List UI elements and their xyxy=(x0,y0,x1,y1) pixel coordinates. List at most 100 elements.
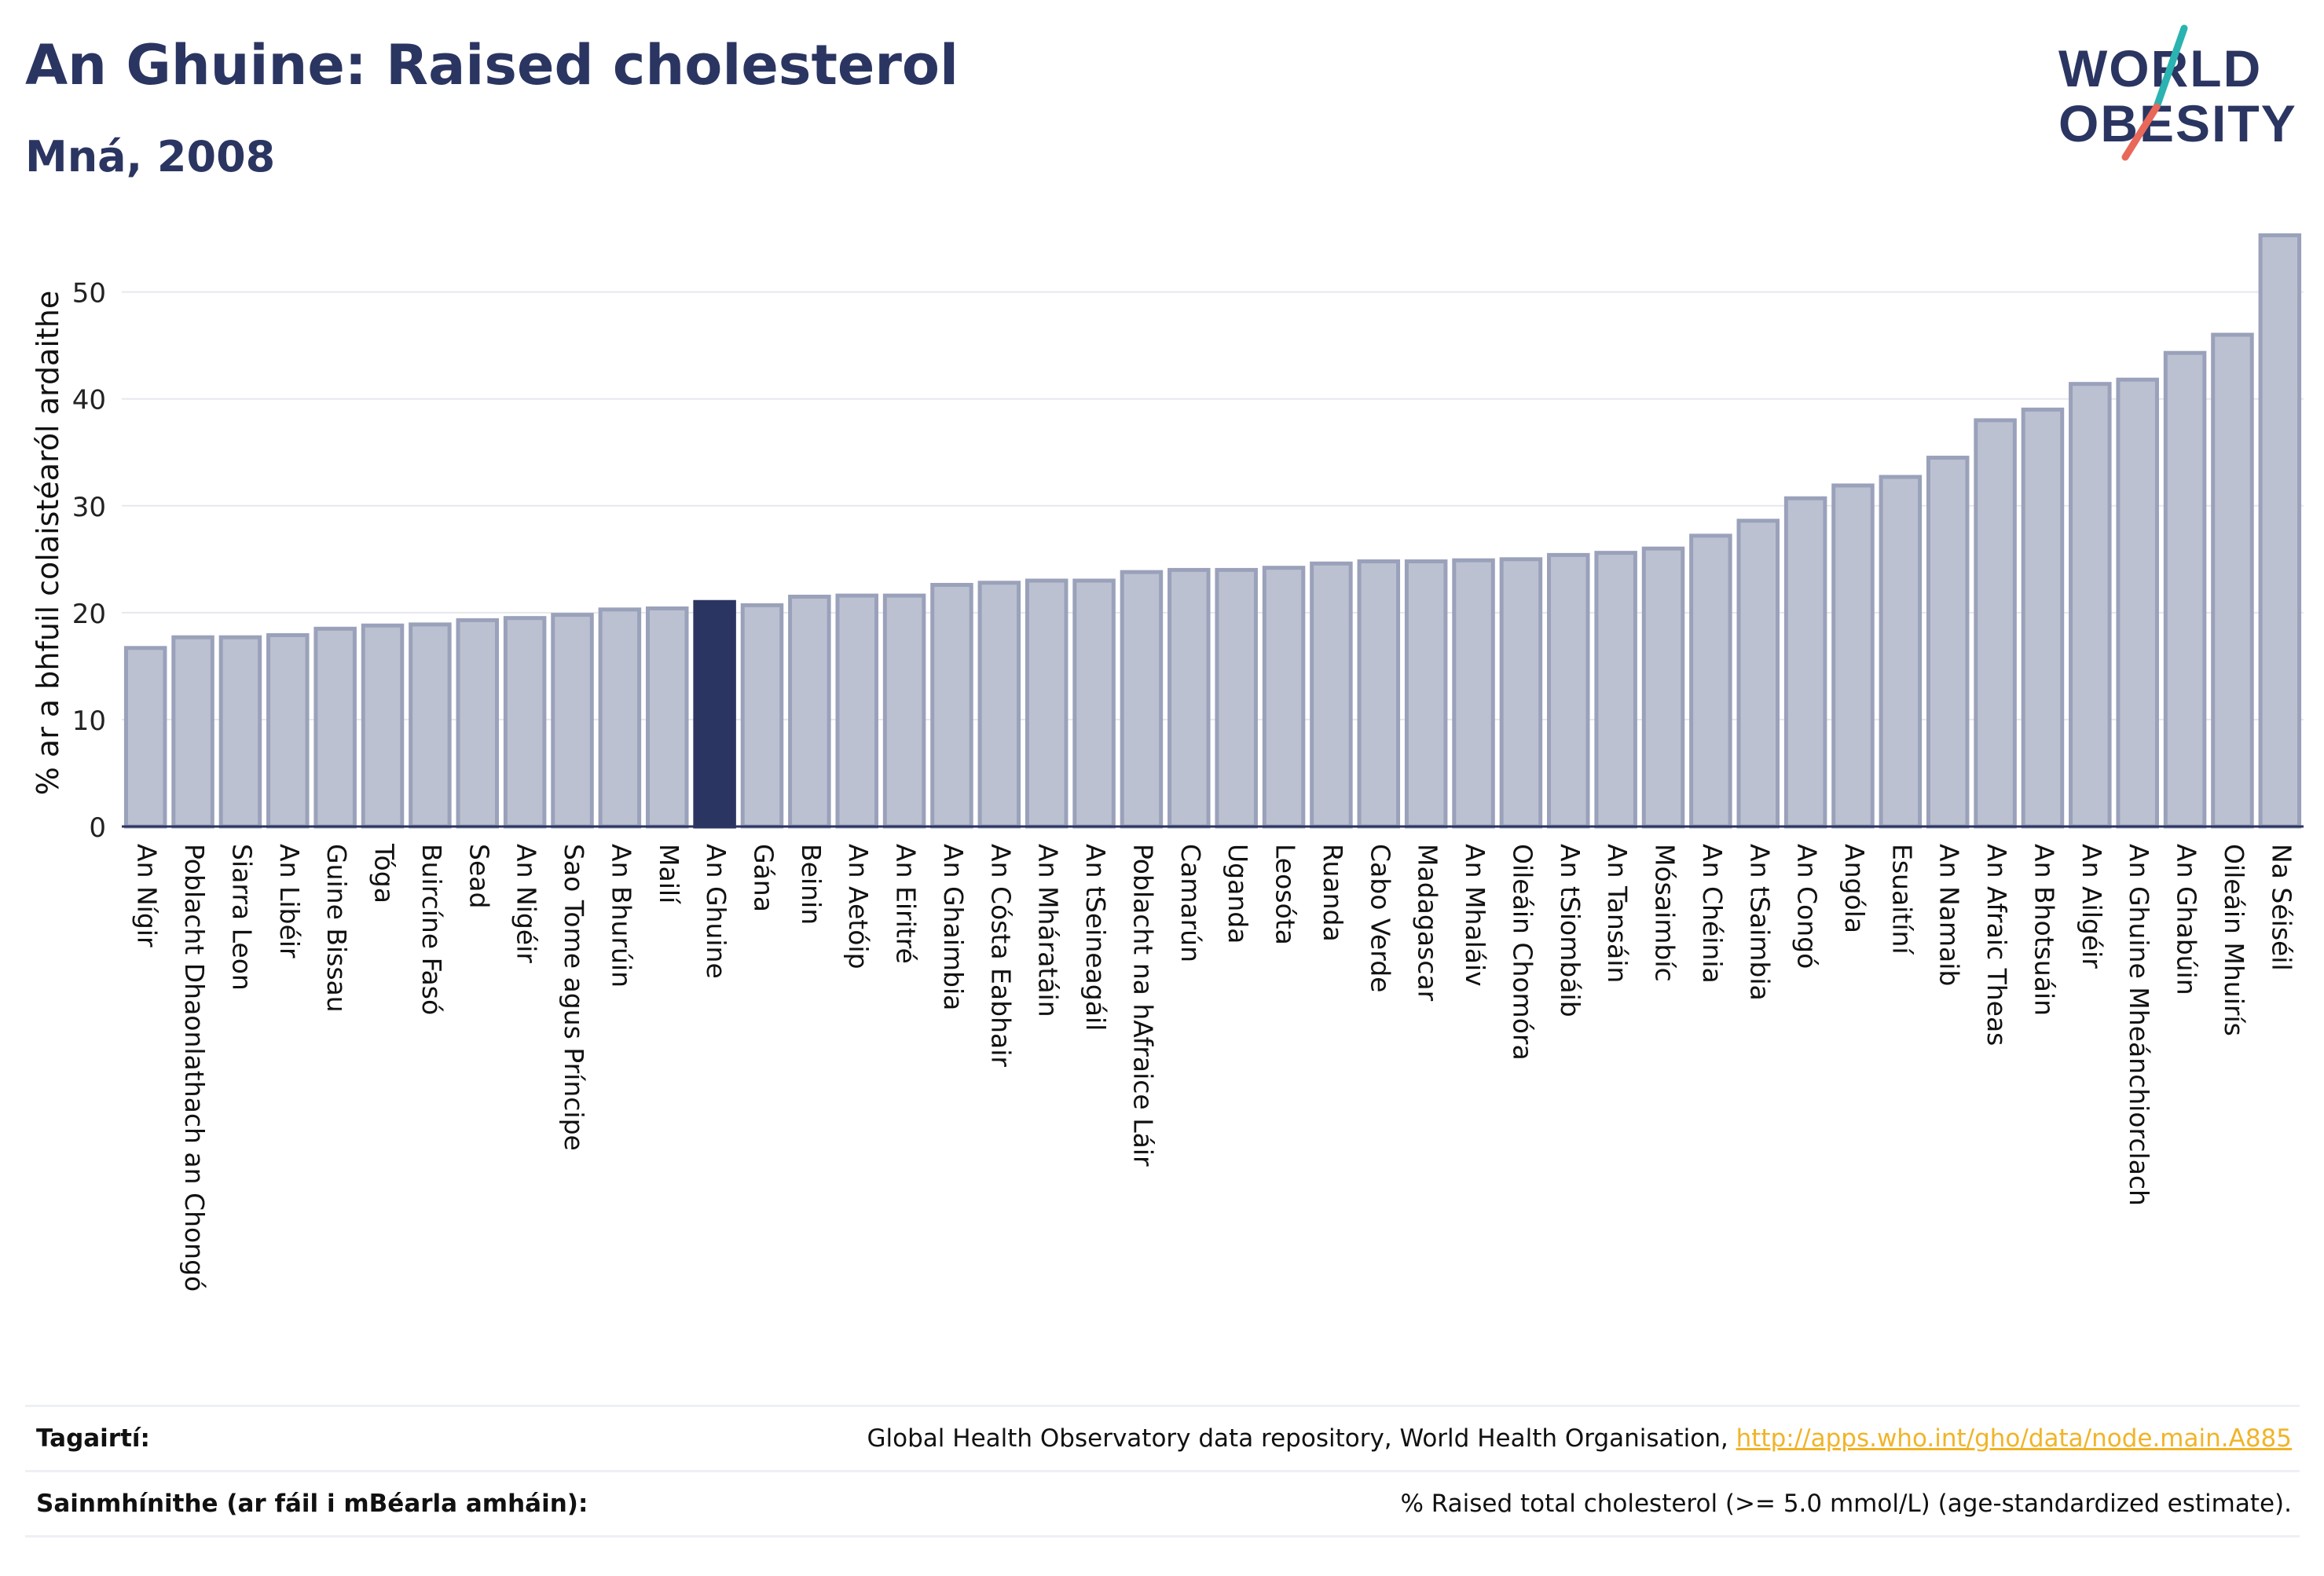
definitions-row: Sainmhínithe (ar fáil i mBéarla amháin):… xyxy=(25,1470,2300,1538)
x-tick-label: Gána xyxy=(748,844,779,912)
bar-chart: 0 10 20 30 40 50 An Nígir Poblacht Dhaonlathach… xyxy=(31,233,2304,1292)
bar xyxy=(2258,233,2302,829)
x-tick-label: Uganda xyxy=(1222,844,1253,944)
bar xyxy=(1594,551,1637,829)
bar xyxy=(645,606,689,829)
references-link[interactable]: http://apps.who.int/gho/data/node.main.A… xyxy=(1736,1424,2292,1453)
bar xyxy=(2163,350,2207,829)
y-tick-label: 30 xyxy=(72,492,106,523)
x-tick-label: Madagascar xyxy=(1413,844,1443,1002)
bar xyxy=(123,646,167,829)
bar xyxy=(1215,567,1258,829)
x-tick-label: Cabo Verde xyxy=(1365,844,1395,992)
x-tick-label: Camarún xyxy=(1175,844,1206,962)
x-tick-label: Leosóta xyxy=(1270,844,1301,945)
bar xyxy=(788,594,831,829)
x-tick-label: Mósaimbíc xyxy=(1650,844,1681,982)
bar xyxy=(740,603,784,829)
x-tick-label: An Afraic Theas xyxy=(1981,844,2012,1046)
bar xyxy=(361,623,405,829)
x-tick-label: An tSeineagáil xyxy=(1080,844,1111,1031)
x-tick-label: Oileáin Chomóra xyxy=(1507,844,1538,1061)
logo-slash-teal xyxy=(2153,24,2188,111)
bar xyxy=(503,616,547,829)
definitions-label: Sainmhínithe (ar fáil i mBéarla amháin): xyxy=(36,1490,588,1518)
x-tick-label: Oileáin Mhuirís xyxy=(2219,844,2249,1036)
bar xyxy=(2021,407,2065,829)
bar-highlight xyxy=(693,599,736,829)
x-tick-label: An Nígir xyxy=(132,844,163,947)
x-tick-label: An Ghuine xyxy=(701,844,731,979)
bar xyxy=(1641,546,1685,829)
x-tick-label: An Ghaimbia xyxy=(938,844,969,1010)
bar xyxy=(1310,561,1353,829)
bar xyxy=(1404,559,1448,829)
bar xyxy=(1974,418,2017,829)
logo-line-2: OBESITY xyxy=(2058,94,2297,152)
x-tick-label: Beinin xyxy=(796,844,827,925)
y-axis-title: % ar a bhfuil colaistéaról ardaithe xyxy=(31,291,65,796)
bar xyxy=(1879,475,1923,829)
bar xyxy=(1072,578,1116,829)
bar xyxy=(2069,382,2112,829)
x-tick-label: Sao Tome agus Príncipe xyxy=(559,844,589,1151)
bar xyxy=(1167,567,1211,829)
bar xyxy=(835,593,878,829)
x-tick-label: Tóga xyxy=(369,843,400,903)
x-tick-label: An Mhaláiv xyxy=(1460,844,1490,987)
bar xyxy=(171,635,214,829)
bar xyxy=(218,635,262,829)
x-tick-label: Poblacht Dhaonlathach an Chongó xyxy=(179,844,210,1292)
bar xyxy=(1025,578,1069,829)
logo-slash-coral xyxy=(2121,103,2161,161)
bar xyxy=(1499,557,1543,829)
bar xyxy=(551,613,594,829)
chart-title: An Ghuine: Raised cholesterol xyxy=(25,33,959,97)
bar xyxy=(1783,496,1827,829)
bar xyxy=(1736,519,1780,829)
bar xyxy=(456,618,500,829)
bar xyxy=(1547,552,1590,829)
x-tick-label: Poblacht na hAfraice Láir xyxy=(1127,844,1158,1167)
bar xyxy=(1357,559,1401,829)
x-tick-label: An Namaib xyxy=(1934,844,1965,986)
x-tick-label: An Congó xyxy=(1792,844,1823,969)
y-tick-label: 20 xyxy=(72,599,106,630)
bar xyxy=(1120,570,1164,829)
y-tick-label: 0 xyxy=(89,812,106,844)
bar xyxy=(266,632,310,829)
x-tick-label: An Aetóip xyxy=(843,844,874,969)
x-tick-label: Guine Bissau xyxy=(321,844,352,1013)
definitions-value: % Raised total cholesterol (>= 5.0 mmol/… xyxy=(1400,1490,2292,1518)
y-tick-label: 50 xyxy=(72,278,106,310)
chart-subtitle: Mná, 2008 xyxy=(25,132,276,181)
bar xyxy=(1831,483,1875,829)
references-value: Global Health Observatory data repositor… xyxy=(867,1424,2300,1453)
references-row: Tagairtí: Global Health Observatory data… xyxy=(25,1405,2300,1470)
x-tick-label: Angóla xyxy=(1839,844,1870,933)
bar xyxy=(2211,332,2254,829)
x-tick-label: An Ghabúin xyxy=(2172,844,2202,995)
bar xyxy=(1452,558,1495,829)
y-tick-label: 10 xyxy=(72,706,106,737)
bar xyxy=(882,593,926,829)
x-tick-label: An Nigéir xyxy=(511,844,542,963)
x-tick-label: An Chéinia xyxy=(1697,844,1728,984)
bar xyxy=(1689,533,1732,829)
bar xyxy=(313,626,357,829)
x-tick-label: Sead xyxy=(464,844,494,908)
bar xyxy=(598,607,642,829)
x-tick-label: Ruanda xyxy=(1318,844,1348,942)
x-tick-label: An tSaimbia xyxy=(1744,844,1775,1001)
x-tick-label: Na Séiséil xyxy=(2266,844,2297,971)
x-tick-label: An Ghuine Mheánchiorclach xyxy=(2124,844,2154,1206)
bar xyxy=(1926,456,1970,829)
x-tick-label: An Eiritré xyxy=(891,844,922,964)
references-label: Tagairtí: xyxy=(36,1424,150,1453)
bar xyxy=(1262,566,1306,829)
bar xyxy=(977,581,1021,829)
x-tick-label: An tSiombáib xyxy=(1555,844,1585,1017)
x-tick-label: An Cósta Eabhair xyxy=(985,844,1016,1067)
x-tick-label: An Libéir xyxy=(274,844,305,958)
bar xyxy=(930,582,973,829)
